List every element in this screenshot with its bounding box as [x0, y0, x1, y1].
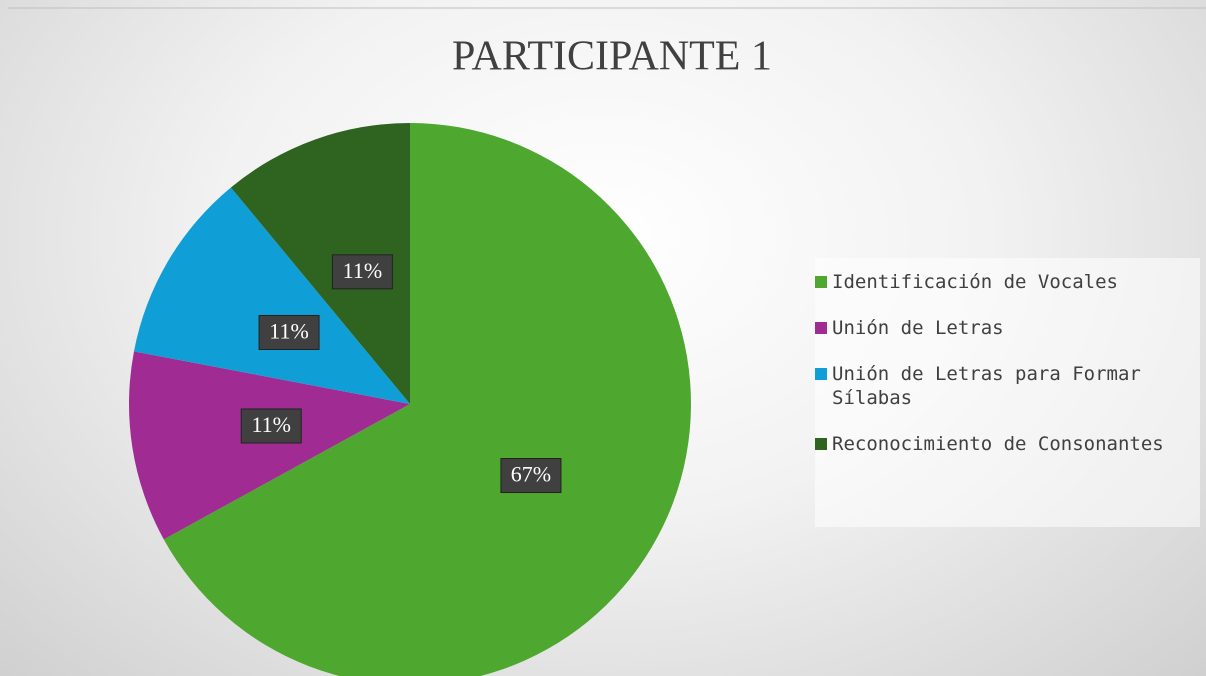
pie-slice [129, 351, 410, 540]
data-label: 67% [511, 462, 551, 487]
legend-label: Unión de Letras para Formar Sílabas [832, 363, 1141, 409]
data-label-box [500, 458, 562, 494]
legend-swatch [815, 276, 827, 288]
legend-label: Reconocimiento de Consonantes [832, 433, 1164, 455]
legend-swatch [815, 368, 827, 380]
legend-item: Identificación de Vocales [815, 270, 1200, 294]
legend-label: Unión de Letras [832, 317, 1004, 339]
data-label: 11% [269, 319, 309, 344]
legend: Identificación de Vocales Unión de Letras… [815, 258, 1200, 527]
pie-slice [230, 123, 410, 404]
pie-slice [163, 123, 691, 676]
data-label: 11% [343, 258, 383, 283]
legend-swatch [815, 322, 827, 334]
data-label-box [258, 314, 320, 350]
legend-item: Unión de Letras [815, 316, 1200, 340]
legend-item: Unión de Letras para Formar Sílabas [815, 362, 1200, 410]
legend-swatch [815, 438, 827, 450]
legend-label: Identificación de Vocales [832, 271, 1118, 293]
legend-item: Reconocimiento de Consonantes [815, 432, 1200, 456]
chart-title: PARTICIPANTE 1 [452, 34, 772, 80]
pie-slice [133, 187, 410, 404]
data-label: 11% [251, 412, 291, 437]
data-label-box [240, 408, 302, 444]
data-label-box [331, 254, 393, 290]
